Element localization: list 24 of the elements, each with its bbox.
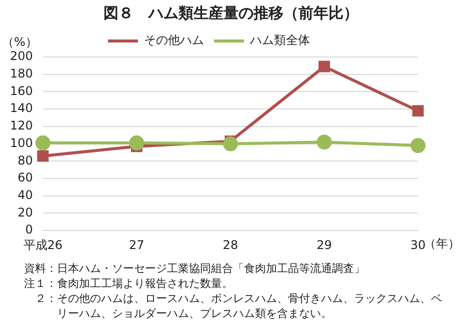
text: 注１：食肉加工工場より報告された数量。 bbox=[24, 276, 234, 291]
x-axis-title: （年） bbox=[424, 236, 460, 251]
y-tick-label: 120 bbox=[10, 118, 33, 133]
y-tick-label: 60 bbox=[18, 170, 33, 185]
y-tick-label: 140 bbox=[10, 101, 33, 116]
x-tick-label: 28 bbox=[222, 238, 238, 252]
x-tick-label: 平成26 bbox=[23, 238, 63, 252]
y-tick-label: 20 bbox=[18, 205, 33, 220]
legend-label: ハム類全体 bbox=[249, 33, 310, 48]
x-tick-label: 27 bbox=[129, 238, 144, 252]
y-tick-label: 100 bbox=[10, 136, 33, 150]
chart-title: 図８ ハム類生産量の推移（前年比） bbox=[102, 4, 360, 23]
x-tick-label: 29 bbox=[316, 238, 332, 252]
y-tick-label: 200 bbox=[10, 49, 33, 64]
y-tick-label: 80 bbox=[18, 153, 33, 168]
y-tick-label: 0 bbox=[25, 222, 33, 237]
y-tick-label: 40 bbox=[18, 188, 33, 202]
y-tick-label: 180 bbox=[10, 66, 33, 80]
text: 資料：日本ハム・ソーセージ工業協同組合「食肉加工品等流通調査」 bbox=[24, 261, 366, 276]
legend-label: その他ハム bbox=[144, 33, 204, 48]
x-tick-label: 30 bbox=[410, 238, 426, 252]
y-tick-label: 160 bbox=[10, 84, 33, 98]
text: ２：その他のハムは、ロースハム、ボンレスハム、骨付きハム、ラックスハム、ベリーハム、ショルダーハム、プレスハム類を含まない。 bbox=[34, 291, 442, 321]
y-axis-title: （%） bbox=[2, 35, 38, 50]
